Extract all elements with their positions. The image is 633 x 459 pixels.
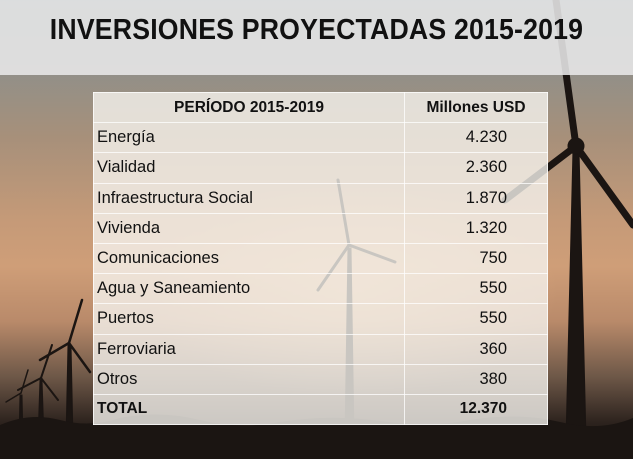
table-header-row: PERÍODO 2015-2019 Millones USD <box>93 91 548 124</box>
investments-table: PERÍODO 2015-2019 Millones USD Energía 4… <box>93 91 548 426</box>
row-value: 750 <box>404 242 548 275</box>
table-row: Otros 380 <box>93 363 548 395</box>
row-value: 550 <box>404 273 548 305</box>
row-label: Infraestructura Social <box>93 182 405 214</box>
row-label: Comunicaciones <box>93 242 405 275</box>
row-label: Ferroviaria <box>93 333 405 365</box>
column-header-amount: Millones USD <box>404 91 548 124</box>
total-value: 12.370 <box>404 393 548 426</box>
row-label: Vialidad <box>93 152 405 184</box>
total-label: TOTAL <box>93 393 405 426</box>
row-value: 1.320 <box>404 212 548 244</box>
table-row: Energía 4.230 <box>93 122 548 154</box>
row-value: 380 <box>404 363 548 395</box>
total-row: TOTAL 12.370 <box>93 393 548 426</box>
row-label: Agua y Saneamiento <box>93 273 405 305</box>
column-header-period: PERÍODO 2015-2019 <box>93 91 405 124</box>
table-row: Puertos 550 <box>93 303 548 335</box>
slide-title: INVERSIONES PROYECTADAS 2015-2019 <box>49 14 584 46</box>
table-row: Ferroviaria 360 <box>93 333 548 365</box>
row-value: 360 <box>404 333 548 365</box>
row-label: Energía <box>93 122 405 154</box>
row-value: 1.870 <box>404 182 548 214</box>
row-value: 2.360 <box>404 152 548 184</box>
row-label: Puertos <box>93 303 405 335</box>
title-band <box>0 0 633 75</box>
table-row: Comunicaciones 750 <box>93 242 548 275</box>
ground-silhouette <box>0 414 633 459</box>
table-row: Agua y Saneamiento 550 <box>93 273 548 305</box>
table-row: Vivienda 1.320 <box>93 212 548 244</box>
row-label: Vivienda <box>93 212 405 244</box>
table-row: Infraestructura Social 1.870 <box>93 182 548 214</box>
table-row: Vialidad 2.360 <box>93 152 548 184</box>
row-label: Otros <box>93 363 405 395</box>
wind-turbine-icon <box>38 298 92 441</box>
row-value: 550 <box>404 303 548 335</box>
row-value: 4.230 <box>404 122 548 154</box>
